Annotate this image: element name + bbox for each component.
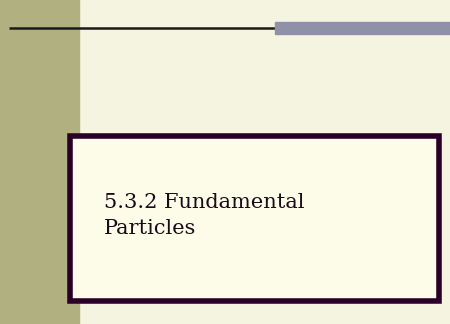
Text: 5.3.2 Fundamental
Particles: 5.3.2 Fundamental Particles xyxy=(104,193,304,238)
Bar xyxy=(274,22,450,34)
Bar xyxy=(0,0,79,324)
Bar xyxy=(70,136,439,301)
